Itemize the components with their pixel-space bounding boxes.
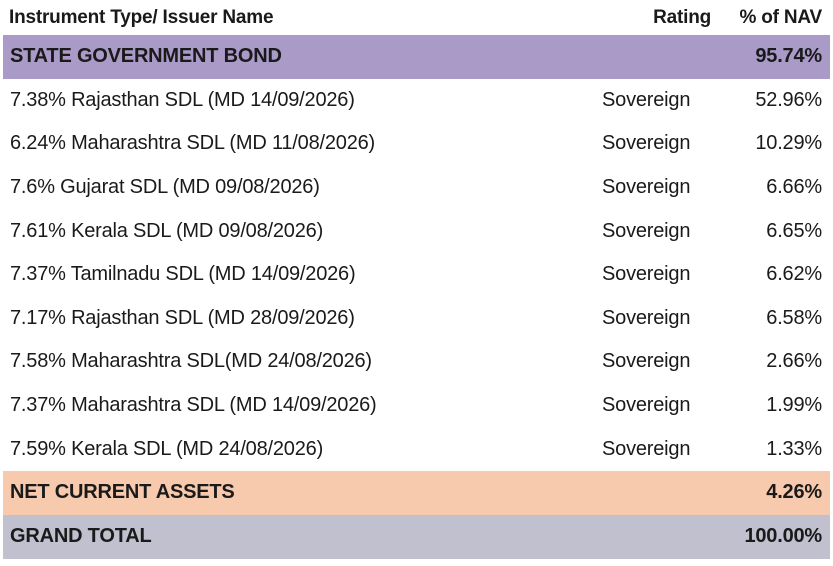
percent-of-nav: 1.99%	[766, 394, 822, 417]
holdings-list: 7.38% Rajasthan SDL (MD 14/09/2026) Sover…	[3, 79, 830, 471]
percent-of-nav: 2.66%	[766, 350, 822, 373]
table-row: 7.59% Kerala SDL (MD 24/08/2026) Sovereig…	[3, 427, 830, 471]
rating: Sovereign	[602, 263, 691, 286]
rating: Sovereign	[602, 350, 691, 373]
portfolio-table: Instrument Type/ Issuer Name Rating % of…	[3, 0, 830, 559]
rating: Sovereign	[602, 176, 691, 199]
rating: Sovereign	[602, 437, 691, 460]
rating: Sovereign	[602, 394, 691, 417]
grand-total-label: GRAND TOTAL	[10, 525, 152, 548]
section-net-current-assets: NET CURRENT ASSETS 4.26%	[3, 470, 830, 515]
table-row: 7.6% Gujarat SDL (MD 09/08/2026) Sovereig…	[3, 166, 830, 210]
table-row: 7.37% Tamilnadu SDL (MD 14/09/2026) Sover…	[3, 253, 830, 297]
grand-total-nav: 100.00%	[744, 525, 822, 548]
instrument-name: 7.59% Kerala SDL (MD 24/08/2026)	[10, 437, 324, 460]
percent-of-nav: 6.62%	[766, 263, 822, 286]
header-rating: Rating	[653, 6, 711, 28]
instrument-name: 7.17% Rajasthan SDL (MD 28/09/2026)	[10, 306, 355, 329]
section-state-government-bond: STATE GOVERNMENT BOND 95.74%	[3, 35, 830, 79]
table-row: 7.17% Rajasthan SDL (MD 28/09/2026) Sover…	[3, 297, 830, 341]
percent-of-nav: 52.96%	[755, 88, 822, 111]
rating: Sovereign	[602, 219, 691, 242]
section-nav: 4.26%	[766, 481, 822, 504]
rating: Sovereign	[602, 88, 691, 111]
percent-of-nav: 6.58%	[766, 306, 822, 329]
header-instrument-name: Instrument Type/ Issuer Name	[9, 6, 274, 28]
table-header: Instrument Type/ Issuer Name Rating % of…	[3, 0, 830, 35]
table-row: 7.37% Maharashtra SDL (MD 14/09/2026) Sov…	[3, 384, 830, 428]
instrument-name: 7.6% Gujarat SDL (MD 09/08/2026)	[10, 176, 320, 199]
percent-of-nav: 1.33%	[766, 437, 822, 460]
instrument-name: 7.58% Maharashtra SDL(MD 24/08/2026)	[10, 350, 372, 373]
section-label: NET CURRENT ASSETS	[10, 481, 235, 504]
instrument-name: 7.61% Kerala SDL (MD 09/08/2026)	[10, 219, 324, 242]
percent-of-nav: 10.29%	[755, 132, 822, 155]
percent-of-nav: 6.65%	[766, 219, 822, 242]
section-nav: 95.74%	[755, 45, 822, 68]
instrument-name: 7.38% Rajasthan SDL (MD 14/09/2026)	[10, 88, 355, 111]
table-row: 7.38% Rajasthan SDL (MD 14/09/2026) Sover…	[3, 79, 830, 123]
grand-total-row: GRAND TOTAL 100.00%	[3, 514, 830, 559]
rating: Sovereign	[602, 306, 691, 329]
header-nav: % of NAV	[739, 6, 823, 28]
section-label: STATE GOVERNMENT BOND	[10, 45, 282, 68]
instrument-name: 7.37% Tamilnadu SDL (MD 14/09/2026)	[10, 263, 356, 286]
instrument-name: 7.37% Maharashtra SDL (MD 14/09/2026)	[10, 394, 377, 417]
table-row: 7.61% Kerala SDL (MD 09/08/2026) Sovereig…	[3, 209, 830, 253]
table-row: 6.24% Maharashtra SDL (MD 11/08/2026) Sov…	[3, 122, 830, 166]
rating: Sovereign	[602, 132, 691, 155]
percent-of-nav: 6.66%	[766, 176, 822, 199]
instrument-name: 6.24% Maharashtra SDL (MD 11/08/2026)	[10, 132, 376, 155]
table-row: 7.58% Maharashtra SDL(MD 24/08/2026) Sove…	[3, 340, 830, 384]
